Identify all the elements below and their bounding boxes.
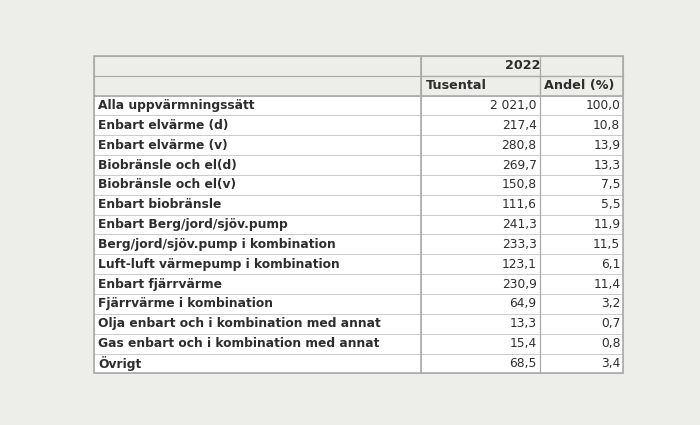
Text: 2022: 2022 (505, 60, 540, 72)
Text: 5,5: 5,5 (601, 198, 620, 211)
Bar (421, 56, 624, 76)
Text: 217,4: 217,4 (502, 119, 537, 132)
Bar (94, 195, 421, 215)
Text: 233,3: 233,3 (502, 238, 537, 251)
Bar (94, 215, 421, 235)
Text: Enbart biobränsle: Enbart biobränsle (98, 198, 222, 211)
Text: 10,8: 10,8 (593, 119, 620, 132)
Text: 111,6: 111,6 (502, 198, 537, 211)
Bar (94, 314, 421, 334)
Bar (421, 294, 540, 314)
Bar (421, 215, 540, 235)
Bar (540, 274, 624, 294)
Text: Gas enbart och i kombination med annat: Gas enbart och i kombination med annat (98, 337, 379, 350)
Text: 230,9: 230,9 (502, 278, 537, 291)
Text: Biobränsle och el(d): Biobränsle och el(d) (98, 159, 237, 172)
Text: 64,9: 64,9 (510, 298, 537, 310)
Bar (421, 195, 540, 215)
Bar (421, 155, 540, 175)
Bar (421, 235, 540, 254)
Bar (94, 235, 421, 254)
Text: Berg/jord/sjöv.pump i kombination: Berg/jord/sjöv.pump i kombination (98, 238, 336, 251)
Bar (421, 135, 540, 155)
Bar (540, 354, 624, 373)
Bar (540, 215, 624, 235)
Text: 150,8: 150,8 (501, 178, 537, 191)
Bar (94, 294, 421, 314)
Text: 15,4: 15,4 (510, 337, 537, 350)
Text: 2 021,0: 2 021,0 (490, 99, 537, 112)
Text: Alla uppvärmningssätt: Alla uppvärmningssätt (98, 99, 255, 112)
Bar (421, 76, 540, 96)
Text: 0,8: 0,8 (601, 337, 620, 350)
Bar (94, 76, 421, 96)
Bar (94, 354, 421, 373)
Bar (540, 155, 624, 175)
Bar (540, 254, 624, 274)
Bar (94, 155, 421, 175)
Bar (421, 254, 540, 274)
Bar (421, 274, 540, 294)
Text: Andel (%): Andel (%) (544, 79, 615, 92)
Bar (540, 76, 624, 96)
Bar (540, 334, 624, 354)
Text: Övrigt: Övrigt (98, 356, 141, 371)
Text: Tusental: Tusental (426, 79, 486, 92)
Bar (421, 116, 540, 135)
Bar (94, 334, 421, 354)
Text: Enbart elvärme (v): Enbart elvärme (v) (98, 139, 228, 152)
Bar (540, 314, 624, 334)
Text: Luft-luft värmepump i kombination: Luft-luft värmepump i kombination (98, 258, 340, 271)
Text: 6,1: 6,1 (601, 258, 620, 271)
Text: 11,5: 11,5 (593, 238, 620, 251)
Bar (94, 274, 421, 294)
Text: Olja enbart och i kombination med annat: Olja enbart och i kombination med annat (98, 317, 381, 330)
Bar (421, 175, 540, 195)
Bar (94, 56, 421, 76)
Text: 3,2: 3,2 (601, 298, 620, 310)
Text: 13,9: 13,9 (593, 139, 620, 152)
Bar (540, 175, 624, 195)
Bar (94, 116, 421, 135)
Text: 13,3: 13,3 (510, 317, 537, 330)
Text: 11,4: 11,4 (593, 278, 620, 291)
Text: 241,3: 241,3 (502, 218, 537, 231)
Bar (421, 96, 540, 116)
Text: 123,1: 123,1 (502, 258, 537, 271)
Text: 11,9: 11,9 (593, 218, 620, 231)
Text: 269,7: 269,7 (502, 159, 537, 172)
Bar (540, 135, 624, 155)
Text: Fjärrvärme i kombination: Fjärrvärme i kombination (98, 298, 273, 310)
Bar (540, 294, 624, 314)
Bar (421, 354, 540, 373)
Bar (94, 135, 421, 155)
Text: 3,4: 3,4 (601, 357, 620, 370)
Text: 13,3: 13,3 (593, 159, 620, 172)
Text: 0,7: 0,7 (601, 317, 620, 330)
Text: Enbart fjärrvärme: Enbart fjärrvärme (98, 278, 222, 291)
Text: Enbart elvärme (d): Enbart elvärme (d) (98, 119, 229, 132)
Text: 7,5: 7,5 (601, 178, 620, 191)
Bar (94, 175, 421, 195)
Text: 280,8: 280,8 (501, 139, 537, 152)
Bar (540, 235, 624, 254)
Bar (540, 195, 624, 215)
Text: 68,5: 68,5 (510, 357, 537, 370)
Bar (421, 334, 540, 354)
Bar (421, 314, 540, 334)
Bar (540, 116, 624, 135)
Text: Enbart Berg/jord/sjöv.pump: Enbart Berg/jord/sjöv.pump (98, 218, 288, 231)
Bar (540, 96, 624, 116)
Text: Biobränsle och el(v): Biobränsle och el(v) (98, 178, 236, 191)
Bar (94, 254, 421, 274)
Bar (94, 96, 421, 116)
Text: 100,0: 100,0 (585, 99, 620, 112)
